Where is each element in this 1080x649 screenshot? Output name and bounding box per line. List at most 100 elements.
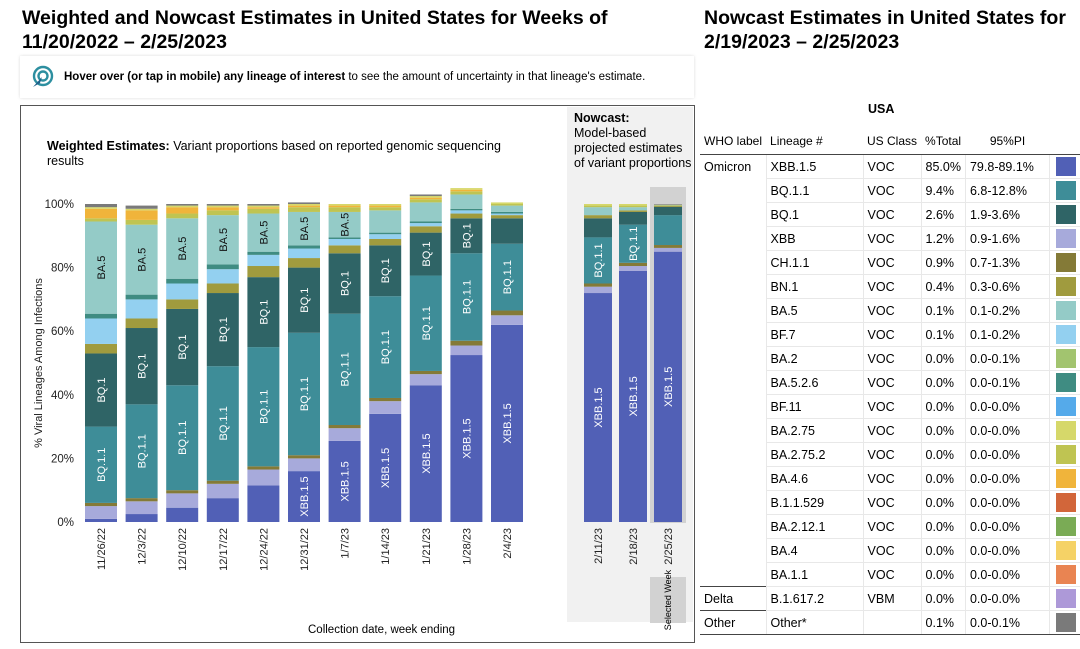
weighted-bar-segment-bq-1[interactable] xyxy=(247,277,280,348)
weighted-bar-segment-ba-5[interactable] xyxy=(491,205,523,212)
weighted-bar-segment-xbb[interactable] xyxy=(450,345,483,356)
weighted-bar-segment-xbb-1-5[interactable] xyxy=(125,514,158,522)
weighted-bar-segment-bq-1[interactable] xyxy=(206,293,239,367)
nowcast-bar-segment-ba-2-75-2[interactable] xyxy=(584,205,612,208)
weighted-bar-segment-ba-2-75[interactable] xyxy=(288,204,320,206)
weighted-bar-segment-ba-5[interactable] xyxy=(450,194,483,209)
table-row[interactable]: BN.1 VOC 0.4% 0.3-0.6% xyxy=(700,274,1080,299)
weighted-bar-segment-ba-2-75-2[interactable] xyxy=(247,208,280,214)
weighted-bar-segment-ba-2-75[interactable] xyxy=(247,205,280,208)
weighted-bar-segment-ba-2-75[interactable] xyxy=(125,208,158,211)
weighted-bar-segment-ba-4-6[interactable] xyxy=(166,207,199,214)
weighted-bar-segment-bn-1[interactable] xyxy=(85,343,117,354)
weighted-bar-segment-xbb-1-5[interactable] xyxy=(450,355,483,522)
weighted-bar-segment-ba-2-75[interactable] xyxy=(369,204,402,206)
table-row[interactable]: BA.4 VOC 0.0% 0.0-0.0% xyxy=(700,538,1080,563)
weighted-bar-segment-bq-1[interactable] xyxy=(409,232,442,276)
weighted-bar-segment-ba-2-75[interactable] xyxy=(206,205,239,208)
weighted-bar-segment-ch-1-1[interactable] xyxy=(328,425,361,429)
table-row[interactable]: XBB VOC 1.2% 0.9-1.6% xyxy=(700,226,1080,251)
weighted-bar-segment-ba-5-2-6[interactable] xyxy=(85,313,117,319)
weighted-bar-segment-ba-2-75[interactable] xyxy=(450,188,483,190)
weighted-bar-segment-bn-1[interactable] xyxy=(328,245,361,254)
table-row[interactable]: Other Other* 0.1% 0.0-0.1% xyxy=(700,610,1080,635)
weighted-bar-segment-ba-2-75[interactable] xyxy=(328,204,361,206)
weighted-bar-segment-bq-1[interactable] xyxy=(369,245,402,297)
weighted-bar-segment-ba-2-75[interactable] xyxy=(85,207,117,209)
weighted-bar-segment-bq-1[interactable] xyxy=(125,328,158,405)
weighted-bar-segment-ba-2-75[interactable] xyxy=(166,205,199,208)
weighted-bar-segment-bf-7[interactable] xyxy=(369,234,402,239)
weighted-bar-segment-bq-1-1[interactable] xyxy=(166,385,199,491)
weighted-bar-segment-ch-1-1[interactable] xyxy=(288,455,320,459)
weighted-bar-segment-bq-1[interactable] xyxy=(166,308,199,386)
nowcast-bar-segment-xbb[interactable] xyxy=(584,286,612,294)
weighted-bar-segment-bq-1-1[interactable] xyxy=(206,366,239,481)
weighted-bar-segment-ba-5[interactable] xyxy=(206,215,239,265)
weighted-bar-segment-ba-2-75-2[interactable] xyxy=(491,204,523,206)
nowcast-bar-segment-bq-1-1[interactable] xyxy=(619,224,647,263)
weighted-bar-segment-ba-4-6[interactable] xyxy=(85,208,117,219)
weighted-bar-segment-ba-5-2-6[interactable] xyxy=(409,221,442,224)
nowcast-bar-segment-ba-2-75-2[interactable] xyxy=(619,205,647,208)
weighted-bar-segment-ba-5[interactable] xyxy=(288,211,320,246)
weighted-bar-segment-ba-2-75-2[interactable] xyxy=(85,218,117,222)
weighted-bar-segment-ch-1-1[interactable] xyxy=(247,466,280,470)
nowcast-bar-segment-xbb-1-5[interactable] xyxy=(584,293,612,522)
nowcast-bar-segment-ba-5[interactable] xyxy=(584,207,612,216)
weighted-bar-segment-ba-5-2-6[interactable] xyxy=(491,211,523,214)
weighted-bar-segment-ch-1-1[interactable] xyxy=(450,340,483,346)
weighted-bar-segment-bn-1[interactable] xyxy=(288,258,320,268)
nowcast-bar-segment-ba-2-75[interactable] xyxy=(619,204,647,206)
weighted-bar-segment-ba-5[interactable] xyxy=(247,213,280,252)
weighted-bar-segment-ba-5[interactable] xyxy=(166,218,199,279)
weighted-bar-segment-other[interactable] xyxy=(125,205,158,209)
nowcast-bar-segment-bq-1[interactable] xyxy=(654,206,682,216)
weighted-bar-segment-ba-2-75-2[interactable] xyxy=(450,191,483,195)
weighted-bar-segment-ba-4-6[interactable] xyxy=(369,205,402,208)
weighted-bar-segment-xbb[interactable] xyxy=(125,501,158,515)
weighted-bar-segment-ba-5-2-6[interactable] xyxy=(288,245,320,249)
nowcast-bar-segment-ch-1-1[interactable] xyxy=(654,245,682,248)
weighted-bar-segment-xbb-1-5[interactable] xyxy=(166,507,199,522)
weighted-bar-segment-other[interactable] xyxy=(85,204,117,208)
weighted-bar-segment-xbb[interactable] xyxy=(369,401,402,414)
weighted-bar-segment-xbb[interactable] xyxy=(491,315,523,325)
weighted-bar-segment-ch-1-1[interactable] xyxy=(166,490,199,494)
weighted-bar-segment-ba-5[interactable] xyxy=(409,202,442,222)
table-row[interactable]: BA.4.6 VOC 0.0% 0.0-0.0% xyxy=(700,466,1080,491)
table-row[interactable]: B.1.1.529 VOC 0.0% 0.0-0.0% xyxy=(700,490,1080,515)
nowcast-bar-segment-bn-1[interactable] xyxy=(619,210,647,212)
nowcast-bar-segment-xbb-1-5[interactable] xyxy=(654,251,682,522)
weighted-bar-segment-bf-7[interactable] xyxy=(206,269,239,284)
weighted-bar-segment-ba-2-75-2[interactable] xyxy=(369,207,402,211)
weighted-bar-segment-other[interactable] xyxy=(409,194,442,197)
nowcast-bar-segment-ba-5[interactable] xyxy=(619,207,647,211)
weighted-bar-segment-bq-1-1[interactable] xyxy=(409,275,442,371)
weighted-bar-segment-ba-2-75-2[interactable] xyxy=(409,199,442,203)
weighted-bar-segment-bq-1-1[interactable] xyxy=(369,296,402,398)
weighted-bar-segment-ch-1-1[interactable] xyxy=(206,480,239,484)
weighted-bar-segment-xbb-1-5[interactable] xyxy=(247,485,280,522)
weighted-bar-segment-bn-1[interactable] xyxy=(166,299,199,309)
table-row[interactable]: BA.2.12.1 VOC 0.0% 0.0-0.0% xyxy=(700,514,1080,539)
weighted-bar-segment-ba-2-75-2[interactable] xyxy=(288,207,320,212)
table-row[interactable]: BA.5.2.6 VOC 0.0% 0.0-0.1% xyxy=(700,370,1080,395)
nowcast-bar-segment-bq-1[interactable] xyxy=(584,218,612,238)
weighted-bar-segment-ch-1-1[interactable] xyxy=(491,310,523,316)
weighted-bar-segment-ba-5-2-6[interactable] xyxy=(450,208,483,211)
weighted-bar-segment-xbb[interactable] xyxy=(328,428,361,441)
table-row[interactable]: BQ.1 VOC 2.6% 1.9-3.6% xyxy=(700,202,1080,227)
weighted-bar-segment-ba-2-75-2[interactable] xyxy=(166,213,199,219)
weighted-bar-segment-bf-7[interactable] xyxy=(328,238,361,246)
weighted-bar-segment-xbb[interactable] xyxy=(166,493,199,508)
weighted-bar-segment-bq-1[interactable] xyxy=(288,267,320,333)
table-row[interactable]: BA.1.1 VOC 0.0% 0.0-0.0% xyxy=(700,562,1080,587)
weighted-bar-segment-ba-4-6[interactable] xyxy=(409,197,442,200)
nowcast-bar-segment-bq-1-1[interactable] xyxy=(654,215,682,246)
weighted-bar-segment-ba-4-6[interactable] xyxy=(206,207,239,211)
weighted-bar-segment-ba-4-6[interactable] xyxy=(125,210,158,220)
nowcast-bar-segment-ch-1-1[interactable] xyxy=(619,262,647,267)
table-row[interactable]: BF.11 VOC 0.0% 0.0-0.0% xyxy=(700,394,1080,419)
weighted-bar-segment-ch-1-1[interactable] xyxy=(409,370,442,375)
